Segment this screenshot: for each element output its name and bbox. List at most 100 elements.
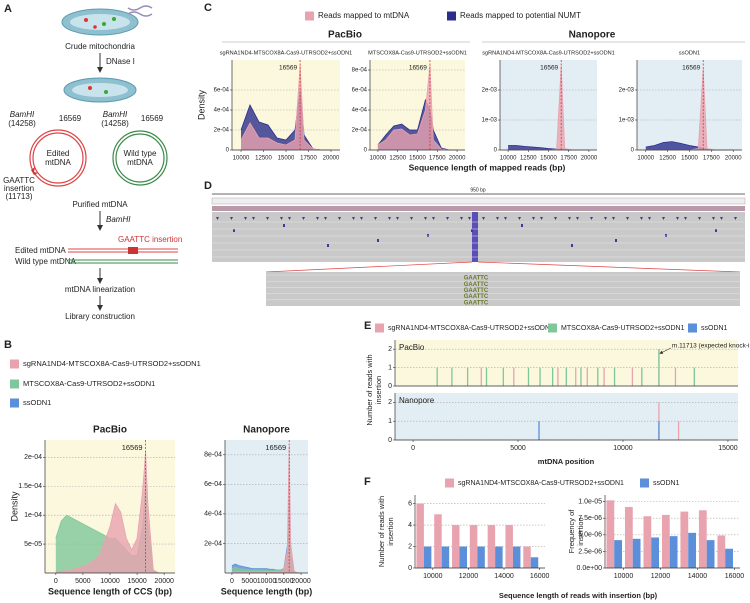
x-tick-label: 16000 [725, 573, 745, 580]
y-tick-label: 1e-04 [24, 512, 42, 519]
read-marker [504, 217, 507, 220]
read-marker [288, 217, 291, 220]
insertion-text: GAATTC [3, 176, 35, 185]
read-marker [427, 234, 429, 237]
bar [717, 535, 726, 568]
density-line [55, 451, 165, 574]
step-text: mtDNA linearization [65, 285, 135, 294]
read-marker [280, 217, 283, 220]
y-axis-label: insertion [374, 376, 383, 404]
legend-label: MTSCOX8A-Cas9-UTRSOD2+ssODN1 [561, 325, 685, 332]
read-marker [590, 217, 593, 220]
step-text: BamHI [106, 215, 131, 224]
legend-swatch [10, 379, 19, 389]
y-tick-label: 2 [388, 399, 392, 406]
x-tick-label: 20000 [725, 156, 742, 162]
y-tick-label: 4 [408, 522, 412, 529]
bar [469, 525, 478, 568]
read-marker [496, 217, 499, 220]
bar [477, 546, 485, 568]
mitochondria-inner [70, 14, 130, 30]
read-marker [665, 234, 667, 237]
panel-subtitle: MTSCOX8A-Cas9-UTRSOD2+ssODN1 [368, 50, 467, 56]
step-text: Library construction [65, 312, 135, 321]
legend-label: ssODN1 [653, 480, 680, 487]
site-text: 16569 [141, 114, 164, 123]
read-marker [640, 217, 643, 220]
y-tick-label: 6 [408, 500, 412, 507]
area-fill [241, 90, 331, 150]
bar [606, 500, 615, 568]
y-tick-label: 6e-04 [214, 88, 230, 94]
zoom-line [265, 261, 473, 273]
x-axis-label: Sequence length of CCS (bp) [48, 586, 172, 596]
plot-background [500, 60, 597, 150]
x-tick-label: 14000 [688, 573, 708, 580]
read-marker [612, 217, 615, 220]
read-marker [252, 217, 255, 220]
x-tick-label: 15000 [540, 156, 557, 162]
plot-background [637, 60, 742, 150]
legend-swatch [548, 323, 557, 333]
read-marker [316, 217, 319, 220]
read-marker [460, 217, 463, 220]
step-text: Purified mtDNA [72, 200, 128, 209]
site-text: 16569 [59, 114, 82, 123]
circle-label: Wild type [124, 149, 157, 158]
bar [643, 516, 652, 568]
x-tick-label: 12500 [520, 156, 537, 162]
read-marker [283, 224, 285, 227]
x-axis-label: Sequence length of mapped reads (bp) [409, 162, 566, 172]
x-tick-label: 5000 [241, 578, 257, 585]
read-marker [521, 224, 523, 227]
legend-label: sgRNA1ND4-MTSCOX8A-Cas9-UTRSOD2+ssODN1 [458, 480, 624, 487]
y-tick-label: 0 [364, 148, 368, 154]
annotation: m.11713 (expected knock-in site) [672, 343, 750, 350]
bar [614, 540, 623, 568]
panel-title: Nanopore [399, 396, 435, 405]
area-fill [508, 145, 589, 150]
group-title: PacBio [328, 30, 362, 41]
linear-label: Edited mtDNA [15, 246, 66, 255]
read-marker [648, 217, 651, 220]
insertion-label: GAATTC insertion [118, 235, 182, 244]
x-tick-label: 10000 [233, 156, 250, 162]
legend-label: Reads mapped to mtDNA [318, 11, 410, 20]
bar [669, 536, 678, 568]
y-tick-label: 8e-04 [352, 68, 368, 74]
bar [725, 548, 733, 568]
legend-label: MTSCOX8A-Cas9-UTRSOD2+ssODN1 [23, 379, 155, 388]
x-tick-label: 10000 [500, 156, 517, 162]
y-tick-label: 5.0e-06 [578, 532, 602, 539]
x-tick-label: 15000 [274, 578, 294, 585]
x-tick-label: 15000 [127, 578, 147, 585]
bar [680, 511, 689, 568]
x-tick-label: 20000 [449, 156, 466, 162]
area-fill [241, 65, 331, 150]
bar [688, 532, 696, 568]
read-marker [352, 217, 355, 220]
y-tick-label: 2 [388, 346, 392, 353]
bar [452, 525, 460, 568]
y-axis-label: Density [196, 89, 206, 120]
y-tick-label: 4e-04 [204, 511, 222, 518]
site-text: (14258) [101, 119, 129, 128]
insert-sequence: GAATTC [464, 282, 489, 288]
x-tick-label: 15000 [409, 156, 426, 162]
dot [88, 86, 92, 90]
read-marker [432, 217, 435, 220]
read-marker [571, 244, 573, 247]
wild-circle [115, 133, 165, 183]
y-tick-label: 0 [631, 148, 635, 154]
density-line [231, 445, 302, 574]
step-text: DNase I [106, 57, 135, 66]
y-tick-label: 1e-03 [619, 118, 635, 124]
legend-label: ssODN1 [701, 325, 728, 332]
read-marker [626, 217, 629, 220]
legend-swatch [375, 323, 384, 333]
panel-label: E [364, 320, 371, 332]
bar [661, 514, 670, 568]
read-marker [230, 217, 233, 220]
